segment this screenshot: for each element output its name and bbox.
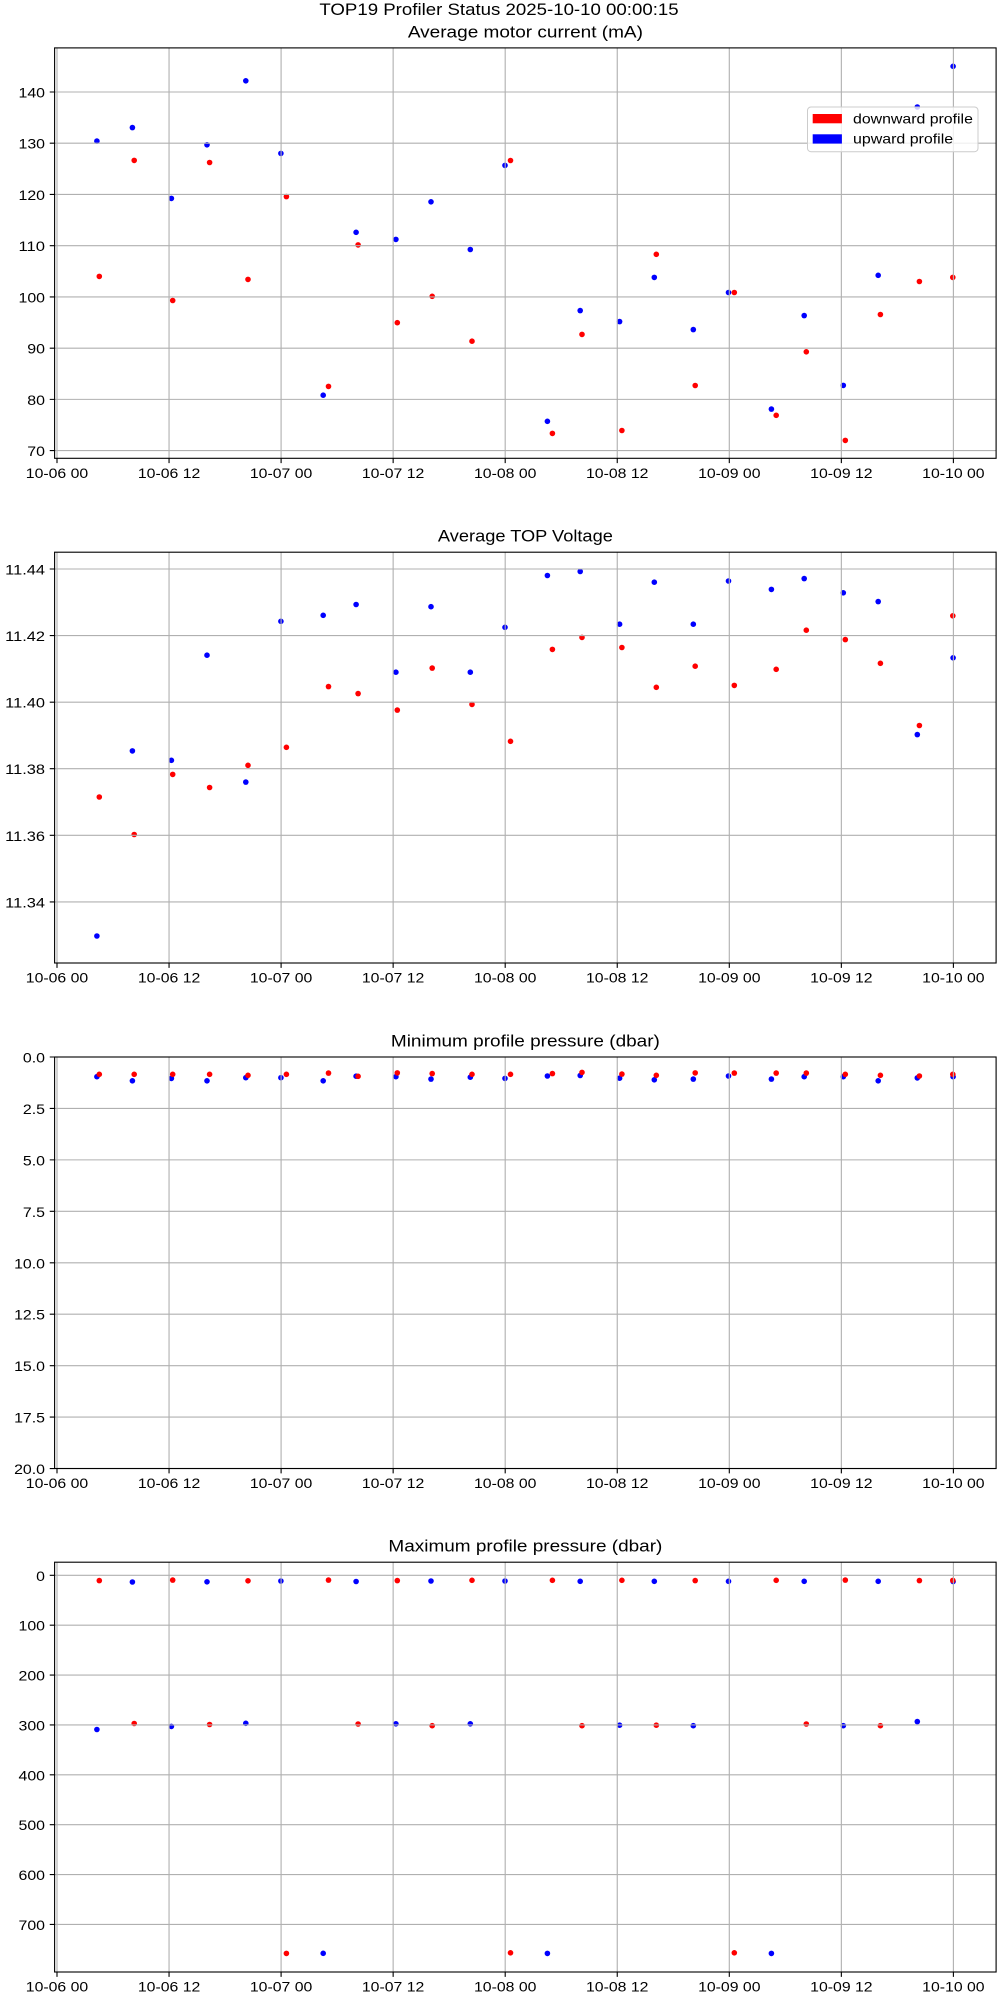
svg-text:10-07 12: 10-07 12: [362, 970, 425, 986]
svg-text:10-06 00: 10-06 00: [26, 465, 89, 481]
svg-text:10.0: 10.0: [14, 1255, 45, 1271]
svg-text:10-08 12: 10-08 12: [586, 970, 649, 986]
svg-text:0: 0: [36, 1568, 45, 1584]
svg-text:2.5: 2.5: [23, 1101, 45, 1117]
svg-text:10-09 12: 10-09 12: [810, 465, 873, 481]
svg-text:10-06 00: 10-06 00: [26, 1475, 89, 1491]
svg-text:70: 70: [27, 443, 45, 459]
svg-text:200: 200: [19, 1668, 46, 1684]
svg-text:100: 100: [19, 1618, 46, 1634]
svg-text:11.42: 11.42: [5, 628, 45, 644]
svg-text:10-07 00: 10-07 00: [250, 1475, 313, 1491]
svg-text:10-08 12: 10-08 12: [586, 1475, 649, 1491]
svg-text:15.0: 15.0: [14, 1358, 45, 1374]
svg-text:10-07 00: 10-07 00: [250, 970, 313, 986]
svg-text:10-06 12: 10-06 12: [138, 465, 201, 481]
svg-text:600: 600: [19, 1867, 46, 1883]
svg-text:10-08 00: 10-08 00: [474, 1979, 537, 1995]
svg-text:120: 120: [19, 187, 46, 203]
svg-text:10-10 00: 10-10 00: [922, 970, 985, 986]
svg-text:Average TOP Voltage: Average TOP Voltage: [438, 527, 613, 546]
svg-text:10-09 12: 10-09 12: [810, 1475, 873, 1491]
svg-text:10-08 00: 10-08 00: [474, 1475, 537, 1491]
svg-text:400: 400: [19, 1767, 46, 1783]
svg-text:10-10 00: 10-10 00: [922, 465, 985, 481]
svg-text:10-07 12: 10-07 12: [362, 1979, 425, 1995]
svg-text:10-06 00: 10-06 00: [26, 1979, 89, 1995]
svg-text:700: 700: [19, 1917, 46, 1933]
svg-text:10-09 00: 10-09 00: [698, 1979, 761, 1995]
svg-text:10-06 00: 10-06 00: [26, 970, 89, 986]
svg-text:10-06 12: 10-06 12: [138, 1979, 201, 1995]
svg-text:downward profile: downward profile: [853, 110, 973, 126]
svg-text:11.34: 11.34: [5, 894, 45, 910]
svg-text:17.5: 17.5: [14, 1410, 45, 1426]
svg-text:130: 130: [19, 136, 46, 152]
svg-text:Minimum profile pressure (dbar: Minimum profile pressure (dbar): [391, 1031, 660, 1050]
svg-text:0.0: 0.0: [23, 1050, 45, 1066]
svg-text:TOP19 Profiler Status 2025-10-: TOP19 Profiler Status 2025-10-10 00:00:1…: [319, 0, 678, 19]
svg-text:10-10 00: 10-10 00: [922, 1979, 985, 1995]
svg-text:10-06 12: 10-06 12: [138, 970, 201, 986]
svg-text:12.5: 12.5: [14, 1307, 45, 1323]
svg-text:Maximum profile pressure (dbar: Maximum profile pressure (dbar): [388, 1537, 662, 1556]
svg-text:10-08 12: 10-08 12: [586, 465, 649, 481]
svg-text:20.0: 20.0: [14, 1461, 45, 1477]
svg-text:7.5: 7.5: [23, 1204, 45, 1220]
svg-text:11.44: 11.44: [5, 562, 45, 578]
svg-text:11.38: 11.38: [5, 761, 45, 777]
svg-text:10-09 00: 10-09 00: [698, 465, 761, 481]
svg-text:10-06 12: 10-06 12: [138, 1475, 201, 1491]
svg-text:140: 140: [19, 85, 46, 101]
svg-text:11.40: 11.40: [5, 695, 45, 711]
svg-text:110: 110: [19, 238, 46, 254]
svg-text:100: 100: [19, 289, 46, 305]
svg-text:90: 90: [27, 341, 45, 357]
svg-text:10-07 12: 10-07 12: [362, 465, 425, 481]
svg-text:10-09 12: 10-09 12: [810, 1979, 873, 1995]
svg-text:upward profile: upward profile: [853, 131, 953, 147]
svg-text:10-10 00: 10-10 00: [922, 1475, 985, 1491]
svg-text:11.36: 11.36: [5, 828, 45, 844]
svg-text:Average motor current (mA): Average motor current (mA): [408, 22, 643, 41]
svg-text:10-09 12: 10-09 12: [810, 970, 873, 986]
svg-text:5.0: 5.0: [23, 1152, 45, 1168]
svg-text:10-07 00: 10-07 00: [250, 1979, 313, 1995]
svg-text:10-07 00: 10-07 00: [250, 465, 313, 481]
svg-text:10-08 00: 10-08 00: [474, 465, 537, 481]
svg-text:10-07 12: 10-07 12: [362, 1475, 425, 1491]
svg-text:10-09 00: 10-09 00: [698, 1475, 761, 1491]
svg-text:10-08 12: 10-08 12: [586, 1979, 649, 1995]
svg-text:300: 300: [19, 1717, 46, 1733]
svg-text:500: 500: [19, 1817, 46, 1833]
svg-text:10-09 00: 10-09 00: [698, 970, 761, 986]
svg-text:10-08 00: 10-08 00: [474, 970, 537, 986]
svg-text:80: 80: [27, 392, 45, 408]
